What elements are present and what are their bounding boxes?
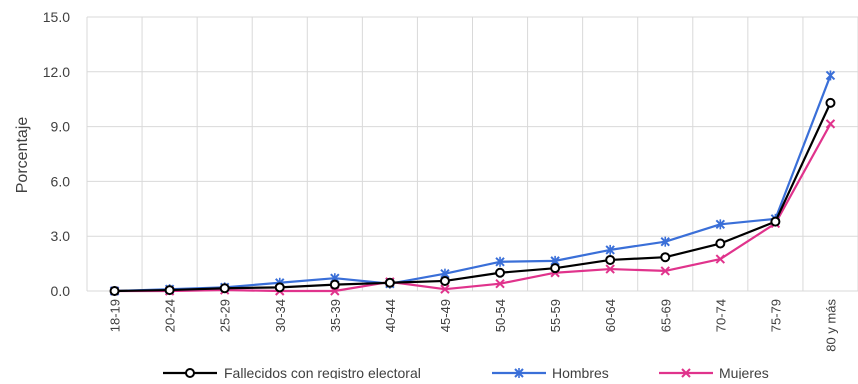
x-tick-label: 55-59 [548, 299, 563, 332]
legend: Fallecidos con registro electoral Hombres… [163, 365, 769, 381]
legend-label: Hombres [552, 365, 609, 379]
data-point [605, 244, 615, 255]
data-point [660, 236, 670, 247]
data-point [384, 277, 395, 288]
data-point [495, 256, 505, 267]
data-point [825, 70, 836, 81]
data-point [660, 252, 671, 263]
grid [86, 16, 858, 292]
legend-entry: Fallecidos con registro electoral [163, 365, 421, 381]
x-tick-label: 18-19 [108, 299, 123, 332]
data-point [109, 286, 120, 296]
data-point [440, 284, 450, 294]
data-point [825, 119, 836, 129]
legend-entry: Hombres [492, 365, 609, 381]
data-point [439, 275, 450, 286]
y-tick-label: 12.0 [43, 64, 70, 80]
y-tick-label: 0.0 [51, 283, 71, 299]
series-line [114, 123, 832, 293]
data-point [660, 266, 670, 276]
y-axis-label: Porcentaje [14, 117, 31, 194]
x-tick-label: 65-69 [658, 299, 673, 332]
x-axis-ticks: 18-19 20-24 25-29 30-34 35-39 40-44 45-49 50-54… [108, 299, 839, 352]
data-point [605, 254, 616, 265]
x-tick-label: 35-39 [328, 299, 343, 332]
legend-label: Fallecidos con registro electoral [224, 365, 421, 379]
data-point [514, 368, 524, 378]
data-point [495, 278, 505, 289]
data-point [681, 368, 691, 378]
x-tick-label: 25-29 [218, 299, 233, 332]
series-0 [109, 97, 836, 296]
x-tick-label: 60-64 [603, 299, 618, 332]
y-tick-label: 15.0 [43, 9, 70, 25]
data-point [715, 219, 726, 230]
data-point [825, 97, 836, 108]
x-tick-label: 80 y más [823, 299, 838, 352]
data-point [715, 254, 726, 264]
data-point [329, 279, 340, 290]
data-point [605, 264, 615, 274]
x-tick-label: 30-34 [273, 299, 288, 332]
data-point [715, 238, 726, 249]
x-tick-label: 40-44 [383, 299, 398, 332]
y-axis-ticks: 0.0 3.0 6.0 9.0 12.0 15.0 [43, 9, 70, 299]
legend-label: Mujeres [719, 365, 769, 379]
data-point [770, 216, 781, 227]
legend-entry: Mujeres [659, 365, 769, 381]
data-point [495, 267, 506, 278]
x-tick-label: 70-74 [713, 299, 728, 332]
data-point [550, 263, 561, 274]
data-point [219, 283, 230, 294]
data-point [274, 282, 285, 293]
series-line [114, 102, 832, 293]
y-tick-label: 3.0 [51, 228, 71, 244]
series [109, 70, 836, 296]
x-tick-label: 20-24 [163, 299, 178, 332]
data-point [185, 368, 195, 378]
data-point [164, 285, 175, 296]
x-tick-label: 50-54 [493, 299, 508, 332]
series-line [114, 75, 832, 293]
y-tick-label: 9.0 [51, 119, 71, 135]
x-tick-label: 45-49 [438, 299, 453, 332]
y-tick-label: 6.0 [51, 173, 71, 189]
x-tick-label: 75-79 [768, 299, 783, 332]
